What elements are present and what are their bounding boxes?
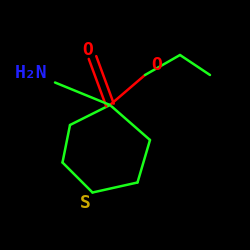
Text: O: O <box>82 41 93 59</box>
Text: O: O <box>151 56 162 74</box>
Text: H₂N: H₂N <box>15 64 48 82</box>
Text: S: S <box>80 194 90 212</box>
